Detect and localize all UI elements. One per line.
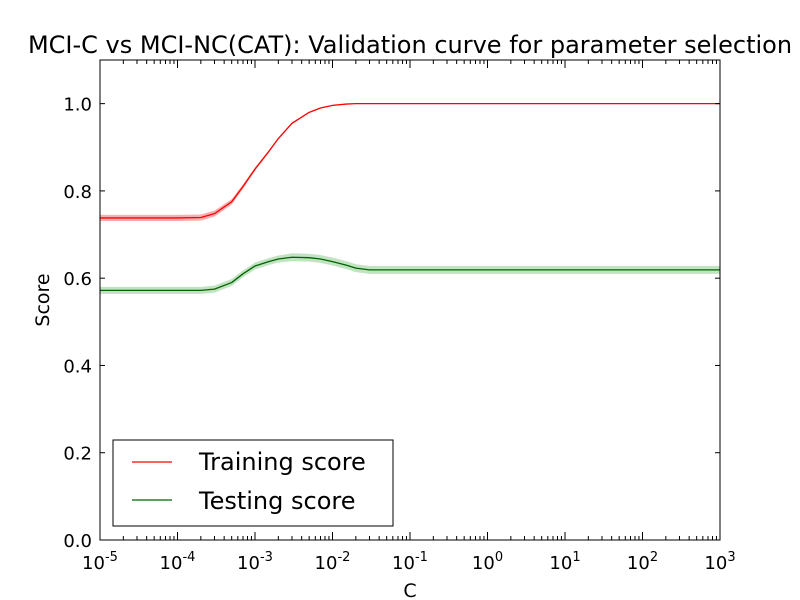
band-testing-score — [100, 253, 720, 294]
legend: Training score Testing score — [112, 439, 394, 527]
x-tick-label: 101 — [549, 550, 580, 574]
axis-ticks: 0.0 0.2 0.4 0.6 0.8 1.0 10-5 10-4 10-3 10-2 10-1 10… — [63, 60, 736, 574]
x-tick-label: 10-5 — [82, 550, 118, 574]
y-tick-label: 0.8 — [63, 182, 92, 203]
chart-title: MCI-C vs MCI-NC(CAT): Validation curve f… — [28, 31, 792, 59]
legend-label-testing: Testing score — [198, 487, 356, 515]
error-bands — [100, 103, 720, 294]
y-tick-label: 0.0 — [63, 531, 92, 552]
x-tick-label: 10-4 — [160, 550, 196, 574]
series-lines — [100, 102, 720, 292]
x-tick-label: 10-1 — [392, 550, 428, 574]
line-testing-score — [100, 256, 720, 292]
band-training-score — [100, 103, 720, 222]
legend-box — [112, 439, 394, 527]
legend-label-training: Training score — [198, 448, 366, 476]
x-tick-label: 102 — [627, 550, 658, 574]
y-axis-label: Score — [32, 273, 54, 326]
x-tick-label: 10-2 — [315, 550, 351, 574]
x-tick-label: 103 — [704, 550, 735, 574]
y-tick-label: 0.6 — [63, 269, 92, 290]
y-tick-label: 1.0 — [63, 95, 92, 116]
x-axis-label: C — [403, 580, 416, 600]
x-tick-label: 100 — [472, 550, 503, 574]
line-training-score — [100, 102, 720, 219]
y-tick-label: 0.4 — [63, 356, 92, 377]
y-tick-label: 0.2 — [63, 444, 92, 465]
x-tick-label: 10-3 — [237, 550, 273, 574]
